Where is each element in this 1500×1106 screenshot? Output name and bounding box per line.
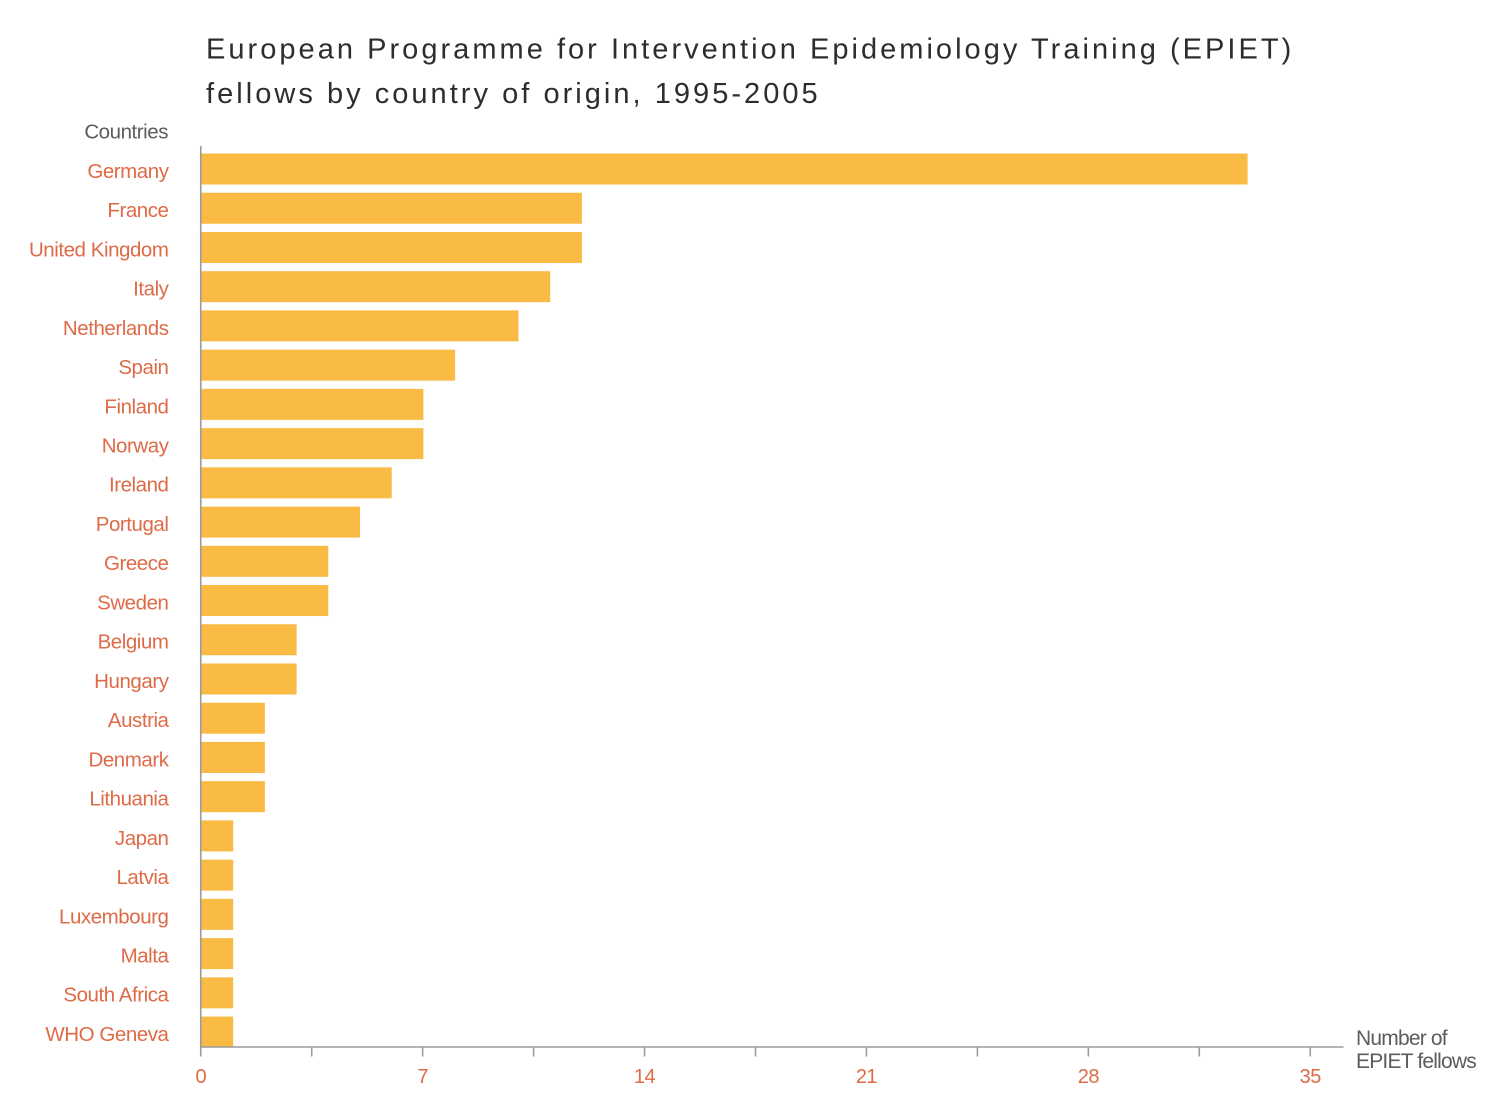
svg-text:fellows by country of origin,: fellows by country of origin, 1995-2005 [206, 78, 821, 110]
svg-text:Japan: Japan [115, 827, 169, 850]
svg-text:7: 7 [417, 1066, 428, 1088]
svg-text:Spain: Spain [118, 356, 168, 379]
svg-text:Malta: Malta [121, 945, 170, 968]
svg-text:Germany: Germany [87, 160, 169, 183]
svg-text:Latvia: Latvia [116, 866, 169, 889]
svg-text:Ireland: Ireland [109, 474, 169, 497]
svg-text:14: 14 [634, 1066, 656, 1088]
svg-text:Luxembourg: Luxembourg [59, 905, 169, 928]
svg-text:Denmark: Denmark [88, 748, 169, 771]
svg-text:Countries: Countries [84, 120, 168, 143]
svg-text:35: 35 [1300, 1066, 1322, 1088]
svg-text:Greece: Greece [104, 552, 169, 575]
svg-text:United Kingdom: United Kingdom [29, 238, 169, 261]
svg-text:Belgium: Belgium [98, 631, 169, 654]
svg-text:WHO Geneva: WHO Geneva [45, 1023, 169, 1046]
svg-text:Norway: Norway [102, 435, 170, 458]
svg-text:21: 21 [856, 1066, 878, 1088]
svg-text:Portugal: Portugal [96, 513, 169, 536]
svg-text:South Africa: South Africa [63, 984, 169, 1007]
svg-text:0: 0 [195, 1066, 206, 1088]
svg-text:Hungary: Hungary [94, 670, 170, 693]
svg-text:Finland: Finland [104, 395, 168, 418]
svg-text:28: 28 [1078, 1066, 1100, 1088]
svg-text:Lithuania: Lithuania [89, 788, 169, 811]
svg-text:Austria: Austria [108, 709, 170, 732]
svg-text:Netherlands: Netherlands [63, 317, 169, 340]
svg-text:European Programme for Interve: European Programme for Intervention Epid… [206, 34, 1294, 66]
svg-text:France: France [107, 199, 168, 222]
svg-text:Italy: Italy [133, 278, 170, 301]
svg-text:Number of: Number of [1356, 1027, 1448, 1050]
svg-text:Sweden: Sweden [97, 591, 168, 614]
svg-text:EPIET fellows: EPIET fellows [1356, 1050, 1476, 1073]
